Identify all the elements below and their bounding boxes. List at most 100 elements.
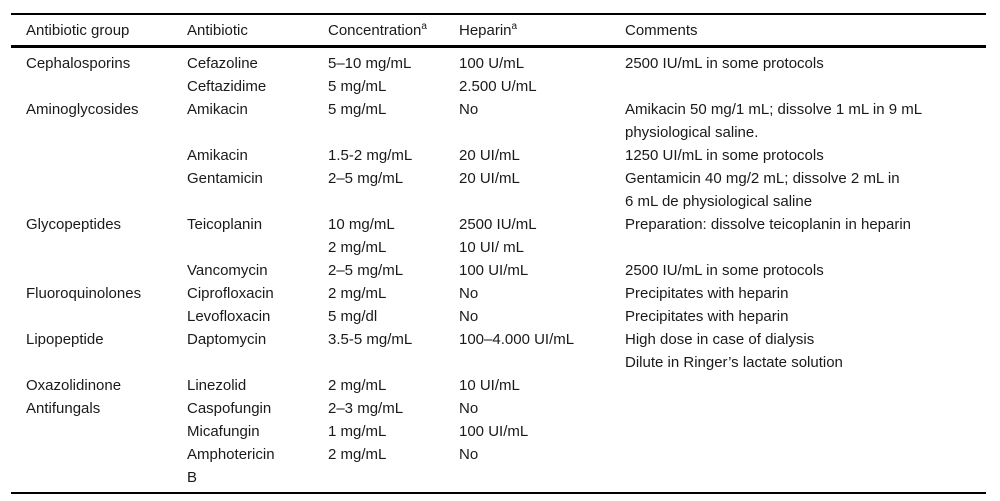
cell-antibiotic-group — [11, 305, 187, 328]
cell-antibiotic: Cefazoline — [187, 55, 258, 72]
table-row: Lipopeptide Daptomycin 3.5-5 mg/mL 100–4… — [11, 328, 986, 374]
cell-heparin: No — [459, 285, 479, 302]
cell-concentration: 2–5 mg/mL — [328, 170, 404, 187]
cell-comments — [625, 420, 986, 443]
cell-antibiotic: Amphotericin B — [187, 446, 275, 486]
column-header-label: Comments — [625, 21, 698, 39]
cell-concentration: 5 mg/mL — [328, 78, 387, 95]
cell-concentration: 3.5-5 mg/mL — [328, 331, 413, 348]
cell-concentration: 2–5 mg/mL — [328, 262, 404, 279]
table-row: Levofloxacin 5 mg/dl No Precipitates wit… — [11, 305, 986, 328]
column-header-comments: Comments — [625, 14, 986, 48]
table-row: 2 mg/mL 10 UI/ mL — [11, 236, 986, 259]
cell-antibiotic: Ciprofloxacin — [187, 285, 274, 302]
cell-heparin: 10 UI/mL — [459, 377, 520, 394]
cell-concentration: 10 mg/mL — [328, 216, 395, 233]
cell-comments: Preparation: dissolve teicoplanin in hep… — [625, 216, 912, 233]
cell-heparin: No — [459, 308, 479, 325]
cell-antibiotic-group — [11, 167, 187, 213]
cell-concentration: 2–3 mg/mL — [328, 400, 404, 417]
cell-heparin: 20 UI/mL — [459, 147, 520, 164]
cell-antibiotic: Caspofungin — [187, 400, 272, 417]
cell-heparin: 100 UI/mL — [459, 262, 529, 279]
column-header-heparin: Heparina — [459, 14, 625, 48]
cell-comments: 2500 IU/mL in some protocols — [625, 55, 824, 72]
cell-comments: Precipitates with heparin — [625, 285, 789, 302]
table-row: Vancomycin 2–5 mg/mL 100 UI/mL 2500 IU/m… — [11, 259, 986, 282]
table-row: Fluoroquinolones Ciprofloxacin 2 mg/mL N… — [11, 282, 986, 305]
cell-antibiotic: Daptomycin — [187, 331, 267, 348]
cell-comments: Amikacin 50 mg/1 mL; dissolve 1 mL in 9 … — [625, 101, 923, 141]
table-row: Amphotericin B 2 mg/mL No — [11, 443, 986, 493]
column-header-concentration: Concentrationa — [328, 14, 459, 48]
cell-heparin: No — [459, 400, 479, 417]
cell-comments — [625, 397, 986, 420]
cell-antibiotic-group: Aminoglycosides — [26, 101, 139, 118]
table-row: Antifungals Caspofungin 2–3 mg/mL No — [11, 397, 986, 420]
cell-antibiotic: Levofloxacin — [187, 308, 271, 325]
cell-concentration: 2 mg/mL — [328, 446, 387, 463]
cell-comments — [625, 236, 986, 259]
table-row: Aminoglycosides Amikacin 5 mg/mL No Amik… — [11, 98, 986, 144]
cell-comments: 1250 UI/mL in some protocols — [625, 147, 824, 164]
cell-antibiotic-group: Antifungals — [26, 400, 101, 417]
cell-antibiotic-group — [11, 236, 187, 259]
cell-antibiotic-group: Glycopeptides — [26, 216, 122, 233]
cell-heparin: 2500 IU/mL — [459, 216, 537, 233]
cell-heparin: 10 UI/ mL — [459, 239, 525, 256]
cell-comments: Precipitates with heparin — [625, 308, 789, 325]
column-header-label: Antibiotic — [187, 21, 248, 39]
column-header-label: Heparin — [459, 21, 512, 39]
cell-heparin: 100–4.000 UI/mL — [459, 331, 575, 348]
column-header-antibiotic-group: Antibiotic group — [11, 14, 187, 48]
cell-comments — [625, 75, 986, 98]
cell-heparin: 100 U/mL — [459, 55, 525, 72]
cell-antibiotic-group: Cephalosporins — [26, 55, 131, 72]
cell-heparin: 100 UI/mL — [459, 423, 529, 440]
table-row: Amikacin 1.5-2 mg/mL 20 UI/mL 1250 UI/mL… — [11, 144, 986, 167]
cell-antibiotic-group — [11, 259, 187, 282]
table-row: Ceftazidime 5 mg/mL 2.500 U/mL — [11, 75, 986, 98]
cell-comments — [625, 374, 986, 397]
cell-concentration: 1 mg/mL — [328, 423, 387, 440]
cell-heparin: 20 UI/mL — [459, 170, 520, 187]
footnote-marker: a — [511, 20, 518, 32]
cell-antibiotic: Amikacin — [187, 147, 248, 164]
cell-concentration: 5 mg/mL — [328, 101, 387, 118]
table-row: Gentamicin 2–5 mg/mL 20 UI/mL Gentamicin… — [11, 167, 986, 213]
table-row: Glycopeptides Teicoplanin 10 mg/mL 2500 … — [11, 213, 986, 236]
cell-comments: High dose in case of dialysis Dilute in … — [625, 331, 843, 371]
table-header: Antibiotic group Antibiotic Concentratio… — [11, 14, 986, 48]
cell-antibiotic-group — [11, 75, 187, 98]
cell-antibiotic-group — [11, 443, 187, 493]
cell-comments: Gentamicin 40 mg/2 mL; dissolve 2 mL in … — [625, 170, 900, 210]
cell-antibiotic: Teicoplanin — [187, 216, 263, 233]
cell-antibiotic: Amikacin — [187, 101, 248, 118]
antibiotic-table: Antibiotic group Antibiotic Concentratio… — [11, 13, 986, 494]
header-row: Antibiotic group Antibiotic Concentratio… — [11, 14, 986, 48]
cell-concentration: 2 mg/mL — [328, 239, 387, 256]
cell-antibiotic-group — [11, 420, 187, 443]
cell-antibiotic: Ceftazidime — [187, 78, 267, 95]
cell-antibiotic: Gentamicin — [187, 170, 263, 187]
cell-antibiotic-group: Oxazolidinone — [26, 377, 122, 394]
cell-antibiotic: Linezolid — [187, 377, 247, 394]
cell-antibiotic: Micafungin — [187, 423, 260, 440]
cell-antibiotic — [187, 236, 328, 259]
column-header-label: Antibiotic group — [26, 21, 130, 39]
cell-antibiotic-group: Fluoroquinolones — [26, 285, 142, 302]
table-row: Cephalosporins Cefazoline 5–10 mg/mL 100… — [11, 47, 986, 76]
column-header-antibiotic: Antibiotic — [187, 14, 328, 48]
table-row: Micafungin 1 mg/mL 100 UI/mL — [11, 420, 986, 443]
cell-antibiotic-group: Lipopeptide — [26, 331, 104, 348]
cell-concentration: 2 mg/mL — [328, 285, 387, 302]
cell-antibiotic: Vancomycin — [187, 262, 268, 279]
cell-comments: 2500 IU/mL in some protocols — [625, 262, 824, 279]
cell-heparin: No — [459, 101, 479, 118]
antibiotic-lock-table-container: Antibiotic group Antibiotic Concentratio… — [11, 13, 986, 494]
table-row: Oxazolidinone Linezolid 2 mg/mL 10 UI/mL — [11, 374, 986, 397]
cell-comments — [625, 443, 986, 493]
column-header-label: Concentration — [328, 21, 422, 39]
cell-heparin: 2.500 U/mL — [459, 78, 537, 95]
cell-heparin: No — [459, 446, 479, 463]
